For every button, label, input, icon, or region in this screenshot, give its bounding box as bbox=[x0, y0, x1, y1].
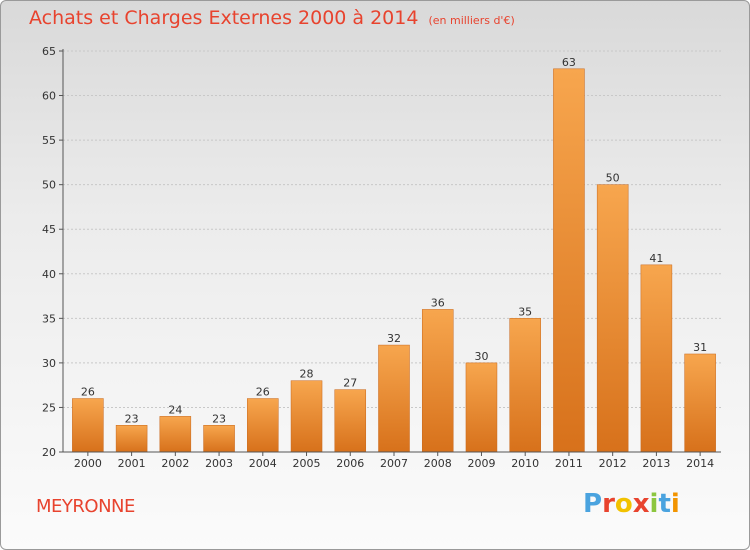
bar-value-label: 41 bbox=[649, 252, 663, 265]
bar-2007 bbox=[378, 344, 410, 453]
chart-title: Achats et Charges Externes 2000 à 2014 (e… bbox=[29, 7, 515, 29]
bar-2000 bbox=[72, 398, 104, 453]
x-tick-label: 2001 bbox=[118, 457, 146, 470]
y-tick-label: 40 bbox=[42, 268, 56, 281]
x-tick-label: 2010 bbox=[511, 457, 539, 470]
logo-letter: i bbox=[670, 489, 680, 519]
bar-value-label: 50 bbox=[606, 172, 620, 185]
x-tick-label: 2003 bbox=[205, 457, 233, 470]
x-tick-label: 2005 bbox=[293, 457, 321, 470]
x-tick-label: 2014 bbox=[686, 457, 714, 470]
logo-letter: P bbox=[583, 489, 603, 519]
logo-letter: t bbox=[658, 489, 671, 519]
bar-value-label: 28 bbox=[300, 368, 314, 381]
bar-value-label: 63 bbox=[562, 56, 576, 69]
x-tick-label: 2000 bbox=[74, 457, 102, 470]
y-tick-label: 65 bbox=[42, 45, 56, 58]
x-tick-label: 2002 bbox=[161, 457, 189, 470]
bar-2006 bbox=[334, 389, 367, 453]
logo-letter: i bbox=[649, 489, 659, 519]
bar-value-label: 26 bbox=[81, 386, 95, 399]
y-tick-label: 35 bbox=[42, 312, 56, 325]
x-tick-label: 2013 bbox=[642, 457, 670, 470]
bar-2010 bbox=[509, 318, 541, 453]
bar-value-label: 26 bbox=[256, 386, 270, 399]
bar-2011 bbox=[553, 68, 585, 453]
x-tick-label: 2004 bbox=[249, 457, 277, 470]
bar-value-label: 30 bbox=[474, 350, 488, 363]
bar-value-label: 35 bbox=[518, 305, 532, 318]
bar-2009 bbox=[465, 362, 498, 453]
x-tick-label: 2012 bbox=[599, 457, 627, 470]
bar-2002 bbox=[159, 416, 192, 453]
x-tick-label: 2008 bbox=[424, 457, 452, 470]
chart-subtitle: (en milliers d'€) bbox=[428, 14, 515, 27]
y-tick-label: 20 bbox=[42, 446, 56, 459]
y-tick-label: 30 bbox=[42, 357, 56, 370]
bar-2014 bbox=[684, 353, 716, 453]
y-tick-label: 50 bbox=[42, 179, 56, 192]
x-tick-label: 2007 bbox=[380, 457, 408, 470]
x-tick-label: 2011 bbox=[555, 457, 583, 470]
bar-value-label: 36 bbox=[431, 296, 445, 309]
bar-value-label: 27 bbox=[343, 377, 357, 390]
logo-letter: x bbox=[632, 489, 650, 519]
bar-2005 bbox=[290, 380, 323, 453]
y-tick-label: 60 bbox=[42, 90, 56, 103]
bar-2012 bbox=[596, 184, 629, 453]
y-tick-label: 55 bbox=[42, 134, 56, 147]
bar-value-label: 23 bbox=[212, 412, 226, 425]
bar-value-label: 32 bbox=[387, 332, 401, 345]
x-tick-label: 2006 bbox=[336, 457, 364, 470]
bar-2003 bbox=[203, 425, 235, 453]
place-name: MEYRONNE bbox=[36, 496, 135, 517]
bar-value-label: 23 bbox=[125, 412, 139, 425]
logo-letter: r bbox=[602, 489, 615, 519]
axes: 20 25 30 35 40 45 50 55 60 65 2000 2001 2002 2003 2004… bbox=[42, 45, 721, 470]
chart-title-text: Achats et Charges Externes 2000 à 2014 bbox=[29, 7, 419, 29]
y-tick-label: 45 bbox=[42, 223, 56, 236]
y-tick-label: 25 bbox=[42, 401, 56, 414]
bar-2004 bbox=[247, 398, 279, 453]
bar-value-label: 24 bbox=[168, 403, 182, 416]
bar-value-label: 31 bbox=[693, 341, 707, 354]
bar-2013 bbox=[640, 264, 673, 453]
x-tick-label: 2009 bbox=[467, 457, 495, 470]
logo-letter: o bbox=[614, 489, 633, 519]
bar-2001 bbox=[115, 425, 148, 453]
bar-2008 bbox=[421, 309, 454, 453]
proxiti-logo: Proxiti bbox=[583, 489, 680, 519]
bars: 26 23 24 23 26 28 27 32 36 30 35 63 50 41 31 bbox=[72, 56, 716, 453]
